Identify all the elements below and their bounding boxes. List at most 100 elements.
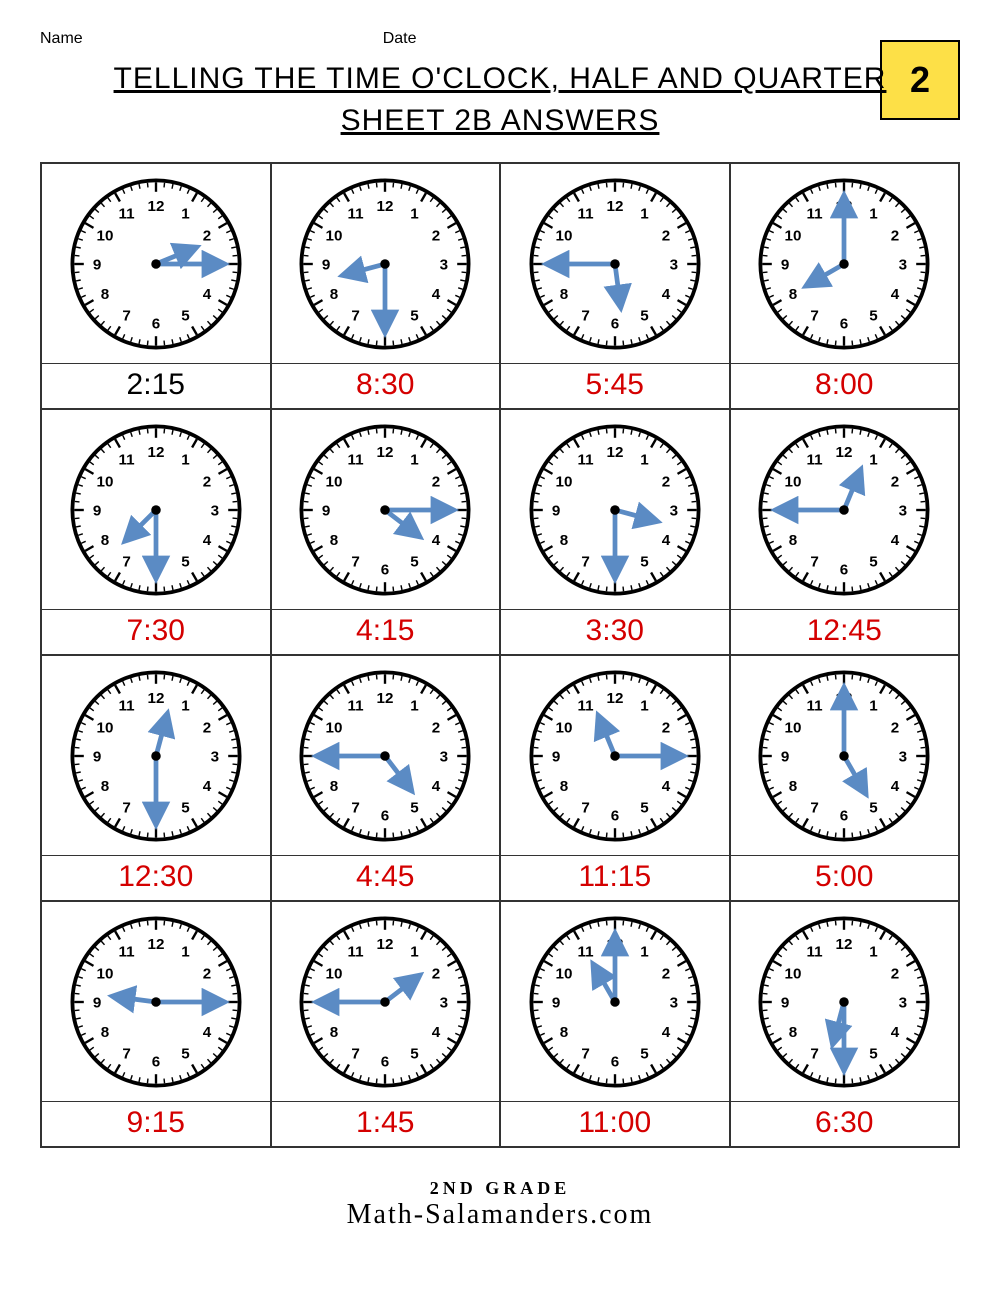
svg-text:10: 10 [326, 473, 343, 490]
svg-text:12: 12 [147, 443, 164, 460]
svg-text:1: 1 [869, 697, 878, 714]
svg-text:2: 2 [203, 965, 211, 982]
clock-box: 123456789101112 [42, 656, 270, 856]
clock-cell: 1234567891011123:30 [500, 409, 730, 655]
svg-text:7: 7 [122, 799, 130, 816]
svg-text:1: 1 [181, 697, 190, 714]
svg-text:7: 7 [811, 307, 819, 324]
clock-answer: 11:00 [501, 1102, 729, 1146]
svg-text:5: 5 [181, 799, 190, 816]
svg-text:11: 11 [807, 697, 824, 714]
clock-cell: 1234567891011129:15 [41, 901, 271, 1147]
svg-text:12: 12 [606, 443, 623, 460]
svg-text:12: 12 [606, 197, 623, 214]
svg-text:10: 10 [555, 719, 572, 736]
svg-text:2: 2 [203, 719, 211, 736]
svg-text:10: 10 [785, 473, 802, 490]
clock-box: 123456789101112 [42, 164, 270, 364]
svg-text:9: 9 [781, 994, 789, 1011]
clock-face: 123456789101112 [61, 169, 251, 359]
svg-text:6: 6 [611, 807, 619, 824]
name-label: Name [40, 30, 83, 48]
svg-text:6: 6 [152, 1053, 160, 1070]
svg-text:10: 10 [785, 965, 802, 982]
clock-box: 123456789101112 [42, 902, 270, 1102]
svg-text:1: 1 [640, 451, 649, 468]
svg-text:1: 1 [640, 943, 649, 960]
svg-text:8: 8 [789, 1024, 797, 1041]
svg-text:4: 4 [203, 286, 212, 303]
clock-cell: 1234567891011125:00 [730, 655, 960, 901]
svg-text:4: 4 [891, 286, 900, 303]
svg-text:5: 5 [410, 1045, 419, 1062]
clock-answer: 1:45 [272, 1102, 500, 1146]
clock-answer: 5:45 [501, 364, 729, 408]
svg-text:2: 2 [662, 473, 670, 490]
clock-face: 123456789101112 [749, 415, 939, 605]
title-line-2: SHEET 2B ANSWERS [341, 100, 660, 142]
svg-text:4: 4 [203, 532, 212, 549]
svg-text:8: 8 [101, 532, 109, 549]
svg-text:5: 5 [181, 1045, 190, 1062]
clock-face: 123456789101112 [520, 907, 710, 1097]
svg-text:10: 10 [326, 227, 343, 244]
svg-text:1: 1 [181, 205, 190, 222]
svg-text:4: 4 [203, 1024, 212, 1041]
footer-site: Math-Salamanders.com [40, 1199, 960, 1231]
svg-text:11: 11 [348, 451, 365, 468]
clock-face: 123456789101112 [749, 169, 939, 359]
svg-text:4: 4 [432, 778, 441, 795]
svg-text:12: 12 [836, 443, 853, 460]
clock-cell: 1234567891011128:30 [271, 163, 501, 409]
svg-text:11: 11 [118, 697, 135, 714]
svg-text:9: 9 [781, 748, 789, 765]
svg-text:5: 5 [869, 553, 878, 570]
clock-answer: 8:00 [731, 364, 959, 408]
svg-text:4: 4 [432, 1024, 441, 1041]
svg-text:12: 12 [836, 935, 853, 952]
svg-text:4: 4 [891, 1024, 900, 1041]
svg-text:4: 4 [432, 532, 441, 549]
svg-text:11: 11 [348, 205, 365, 222]
svg-text:8: 8 [560, 1024, 568, 1041]
svg-text:3: 3 [899, 994, 907, 1011]
svg-text:11: 11 [118, 451, 135, 468]
clock-answer: 8:30 [272, 364, 500, 408]
svg-text:6: 6 [381, 1053, 389, 1070]
clock-face: 123456789101112 [290, 169, 480, 359]
clock-answer: 4:45 [272, 856, 500, 900]
clock-face: 123456789101112 [61, 415, 251, 605]
svg-text:5: 5 [181, 553, 190, 570]
svg-text:5: 5 [410, 553, 419, 570]
svg-text:11: 11 [118, 205, 135, 222]
svg-text:10: 10 [555, 965, 572, 982]
svg-text:6: 6 [152, 315, 160, 332]
svg-text:8: 8 [789, 532, 797, 549]
svg-text:7: 7 [352, 1045, 360, 1062]
clock-answer: 12:45 [731, 610, 959, 654]
svg-text:9: 9 [322, 256, 330, 273]
svg-text:4: 4 [662, 1024, 671, 1041]
svg-text:8: 8 [789, 286, 797, 303]
svg-text:11: 11 [577, 451, 594, 468]
svg-text:3: 3 [440, 748, 448, 765]
clock-box: 123456789101112 [42, 410, 270, 610]
svg-text:1: 1 [410, 943, 419, 960]
clock-cell: 1234567891011126:30 [730, 901, 960, 1147]
svg-text:9: 9 [552, 994, 560, 1011]
svg-text:7: 7 [122, 553, 130, 570]
svg-text:11: 11 [807, 451, 824, 468]
svg-text:7: 7 [581, 799, 589, 816]
svg-text:11: 11 [577, 943, 594, 960]
svg-text:8: 8 [330, 778, 338, 795]
svg-text:7: 7 [352, 553, 360, 570]
svg-text:4: 4 [432, 286, 441, 303]
clock-cell: 12345678910111211:00 [500, 901, 730, 1147]
svg-text:2: 2 [891, 227, 899, 244]
svg-text:3: 3 [899, 502, 907, 519]
svg-text:5: 5 [869, 1045, 878, 1062]
svg-text:7: 7 [122, 1045, 130, 1062]
svg-text:8: 8 [560, 286, 568, 303]
svg-text:3: 3 [899, 256, 907, 273]
svg-text:6: 6 [611, 1053, 619, 1070]
